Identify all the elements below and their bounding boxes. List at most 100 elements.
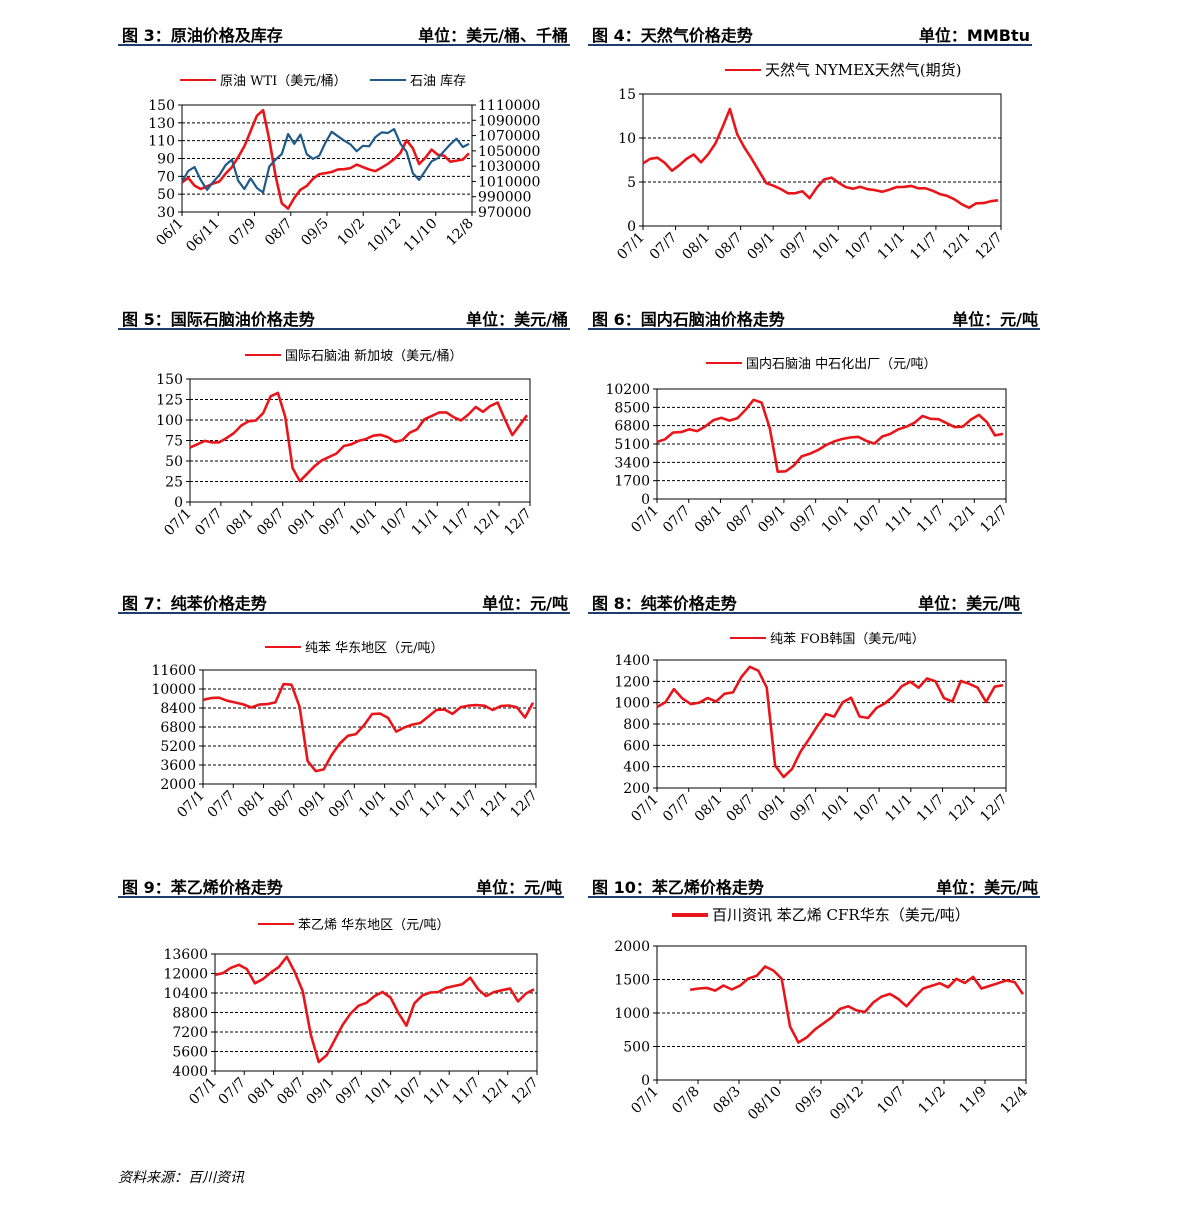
- x-tick-label: 11/1: [420, 1075, 454, 1109]
- y-tick-label: 800: [623, 717, 650, 733]
- x-tick-label: 08/1: [245, 1075, 279, 1109]
- x-tick-label: 07/1: [161, 506, 195, 540]
- figure-header: 图 7：纯苯价格走势 单位：元/吨: [118, 586, 570, 614]
- y-tick-label: 13600: [163, 947, 208, 963]
- x-tick-label: 08/3: [710, 1084, 744, 1118]
- y-tick-label: 7200: [172, 1025, 208, 1041]
- x-tick-label: 11/1: [409, 506, 443, 540]
- legend-label: 苯乙烯 华东地区（元/吨）: [298, 918, 450, 933]
- x-tick-label: 11/7: [914, 503, 948, 537]
- x-tick-label: 09/12: [827, 1084, 867, 1124]
- x-tick-label: 11/1: [882, 792, 916, 826]
- x-tick-label: 10/1: [347, 506, 381, 540]
- x-tick-label: 10/2: [335, 216, 369, 250]
- x-tick-label: 07/7: [205, 788, 239, 822]
- y-tick-label: 75: [165, 434, 183, 450]
- figure-title: 图 10：苯乙烯价格走势: [592, 878, 764, 897]
- x-tick-label: 10/12: [364, 216, 404, 256]
- y2-tick-label: 1030000: [478, 159, 540, 175]
- y-tick-label: 0: [174, 495, 183, 511]
- y-tick-label: 2000: [160, 777, 196, 793]
- y2-tick-label: 1090000: [478, 113, 540, 129]
- y-tick-label: 3400: [614, 455, 650, 471]
- y2-tick-label: 1070000: [478, 129, 540, 145]
- y-tick-label: 12000: [163, 967, 208, 983]
- x-tick-label: 08/1: [679, 230, 713, 264]
- x-tick-label: 12/1: [946, 792, 980, 826]
- figure-title: 图 4：天然气价格走势: [592, 26, 753, 45]
- y-tick-label: 1400: [614, 653, 650, 669]
- y-tick-label: 25: [165, 475, 183, 491]
- y-tick-label: 10: [618, 131, 636, 147]
- x-tick-label: 10/1: [810, 230, 844, 264]
- figure-title: 图 3：原油价格及库存: [122, 26, 283, 45]
- y-tick-label: 11600: [151, 663, 196, 679]
- x-tick-label: 11/1: [416, 788, 450, 822]
- legend-label: 纯苯 FOB韩国（美元/吨）: [770, 632, 925, 647]
- figure-header: 图 9：苯乙烯价格走势 单位：元/吨: [118, 870, 564, 898]
- x-tick-label: 09/7: [777, 230, 811, 264]
- y-tick-label: 5600: [172, 1045, 208, 1061]
- x-tick-label: 09/1: [303, 1075, 337, 1109]
- x-tick-label: 12/7: [501, 506, 535, 540]
- x-tick-label: 10/7: [850, 792, 884, 826]
- legend-label: 国内石脑油 中石化出厂（元/吨）: [746, 356, 937, 372]
- x-tick-label: 07/1: [628, 503, 662, 537]
- x-tick-label: 10/1: [819, 792, 853, 826]
- y-tick-label: 0: [627, 219, 636, 235]
- x-tick-label: 12/7: [972, 230, 1006, 264]
- y-tick-label: 150: [148, 98, 175, 114]
- x-tick-label: 12/1: [470, 506, 504, 540]
- x-tick-label: 12/7: [507, 788, 541, 822]
- legend-label: 百川资讯 苯乙烯 CFR华东（美元/吨）: [712, 906, 970, 924]
- y-tick-label: 1000: [614, 696, 650, 712]
- y-tick-label: 0: [641, 492, 650, 508]
- x-tick-label: 09/1: [295, 788, 329, 822]
- y-tick-label: 5200: [160, 739, 196, 755]
- y-tick-label: 3600: [160, 758, 196, 774]
- x-tick-label: 10/7: [378, 506, 412, 540]
- figure-unit: 单位：美元/吨: [936, 878, 1038, 897]
- y-tick-label: 150: [156, 372, 183, 388]
- y-tick-label: 10400: [163, 986, 208, 1002]
- x-tick-label: 06/11: [183, 216, 223, 256]
- x-tick-label: 09/1: [744, 230, 778, 264]
- y-tick-label: 10000: [151, 682, 196, 698]
- x-tick-label: 09/7: [333, 1075, 367, 1109]
- x-tick-label: 10/7: [850, 503, 884, 537]
- legend-label: 天然气 NYMEX天然气(期货): [765, 61, 962, 79]
- y-tick-label: 10200: [605, 382, 650, 398]
- y-tick-label: 4000: [172, 1064, 208, 1080]
- y-tick-label: 400: [623, 760, 650, 776]
- figure-title: 图 7：纯苯价格走势: [122, 594, 267, 613]
- price-series-line: [189, 391, 529, 483]
- x-tick-label: 12/8: [443, 216, 477, 250]
- x-tick-label: 11/1: [875, 230, 909, 264]
- price-series-line: [181, 108, 470, 210]
- y-tick-label: 5100: [614, 437, 650, 453]
- y-tick-label: 600: [623, 738, 650, 754]
- figure-title: 图 6：国内石脑油价格走势: [592, 310, 785, 329]
- y-tick-label: 1000: [614, 1006, 650, 1022]
- x-tick-label: 09/7: [787, 503, 821, 537]
- x-tick-label: 11/9: [956, 1084, 990, 1118]
- y-tick-label: 6800: [160, 720, 196, 736]
- y-tick-label: 1700: [614, 474, 650, 490]
- x-tick-label: 10/7: [874, 1084, 908, 1118]
- y-tick-label: 30: [157, 205, 175, 221]
- price-series-line: [214, 955, 535, 1064]
- x-tick-label: 10/7: [842, 230, 876, 264]
- x-tick-label: 11/2: [915, 1084, 949, 1118]
- figure-unit: 单位：元/吨: [482, 594, 568, 613]
- x-tick-label: 11/7: [914, 792, 948, 826]
- x-tick-label: 11/1: [882, 503, 916, 537]
- y2-tick-label: 990000: [478, 190, 531, 206]
- figure-header: 图 4：天然气价格走势 单位：MMBtu: [588, 18, 1032, 46]
- x-tick-label: 10/1: [356, 788, 390, 822]
- y-tick-label: 130: [148, 116, 175, 132]
- x-tick-label: 12/1: [477, 788, 511, 822]
- y-tick-label: 70: [157, 169, 175, 185]
- x-tick-label: 11/7: [450, 1075, 484, 1109]
- figure-header: 图 3：原油价格及库存 单位：美元/桶、千桶: [118, 18, 570, 46]
